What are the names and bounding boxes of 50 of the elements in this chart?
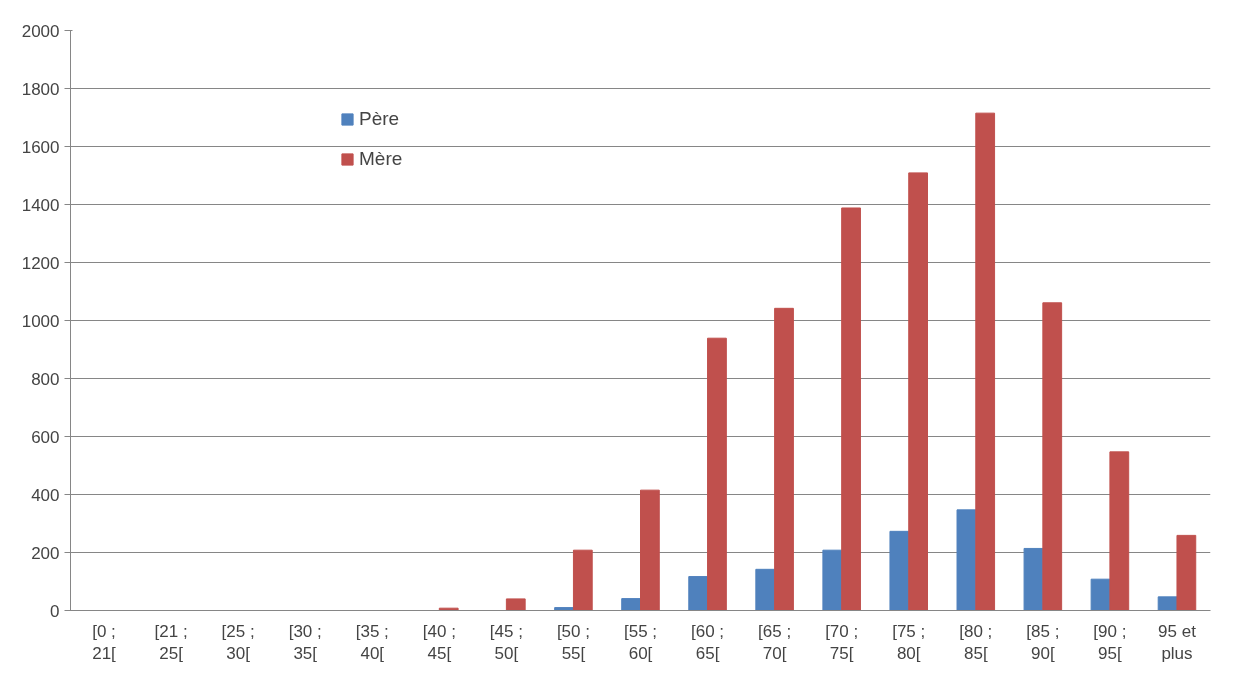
x-tick-label: 95 et plus (1158, 621, 1197, 664)
x-tick-label: [50 ; 55[ (556, 621, 590, 664)
x-tick-label: [80 ; 85[ (959, 621, 993, 664)
y-tick-label: 1400 (21, 195, 60, 215)
bar (1042, 302, 1063, 611)
bar (572, 549, 593, 611)
bar (908, 172, 929, 611)
y-tick-label: 2000 (21, 21, 60, 41)
bar (505, 598, 526, 611)
bar (1176, 534, 1197, 611)
bar (1109, 451, 1130, 611)
x-tick-label: [60 ; 65[ (691, 621, 725, 664)
x-tick-label: [85 ; 90[ (1026, 621, 1060, 664)
x-tick-label: [30 ; 35[ (288, 621, 322, 664)
y-tick-label: 1200 (21, 253, 60, 273)
bar (688, 576, 709, 611)
x-tick-label: [65 ; 70[ (758, 621, 792, 664)
y-tick-label: 600 (31, 427, 60, 447)
y-tick-label: 1800 (21, 79, 60, 99)
bar (841, 207, 861, 611)
x-tick-label: [25 ; 30[ (221, 621, 255, 664)
x-tick-label: [90 ; 95[ (1093, 621, 1127, 664)
legend-label: Mère (359, 148, 403, 170)
x-tick-label: [21 ; 25[ (154, 621, 188, 664)
y-tick-label: 400 (31, 485, 60, 505)
y-tick-label: 200 (31, 543, 60, 563)
x-tick-label: [70 ; 75[ (825, 621, 859, 664)
y-tick-label: 800 (31, 369, 60, 389)
bar (640, 489, 660, 611)
x-tick-label: [0 ; 21[ (92, 621, 117, 664)
bar (774, 307, 794, 611)
bar (755, 568, 776, 611)
x-tick-label: [75 ; 80[ (892, 621, 926, 664)
bar (707, 337, 727, 611)
x-tick-label: [45 ; 50[ (489, 621, 523, 664)
bar (621, 598, 641, 611)
legend-label: Père (359, 108, 400, 130)
y-tick-label: 0 (50, 601, 60, 621)
y-tick-label: 1600 (21, 137, 60, 157)
bar (822, 549, 843, 611)
bar (1023, 547, 1044, 611)
bar (975, 112, 996, 611)
x-tick-label: [40 ; 45[ (422, 621, 456, 664)
bar (1090, 578, 1111, 611)
y-tick-label: 1000 (21, 311, 60, 331)
bar (889, 530, 910, 611)
bar (1157, 596, 1178, 611)
x-tick-label: [55 ; 60[ (623, 621, 658, 664)
x-tick-label: [35 ; 40[ (355, 621, 389, 664)
bar (956, 509, 977, 611)
